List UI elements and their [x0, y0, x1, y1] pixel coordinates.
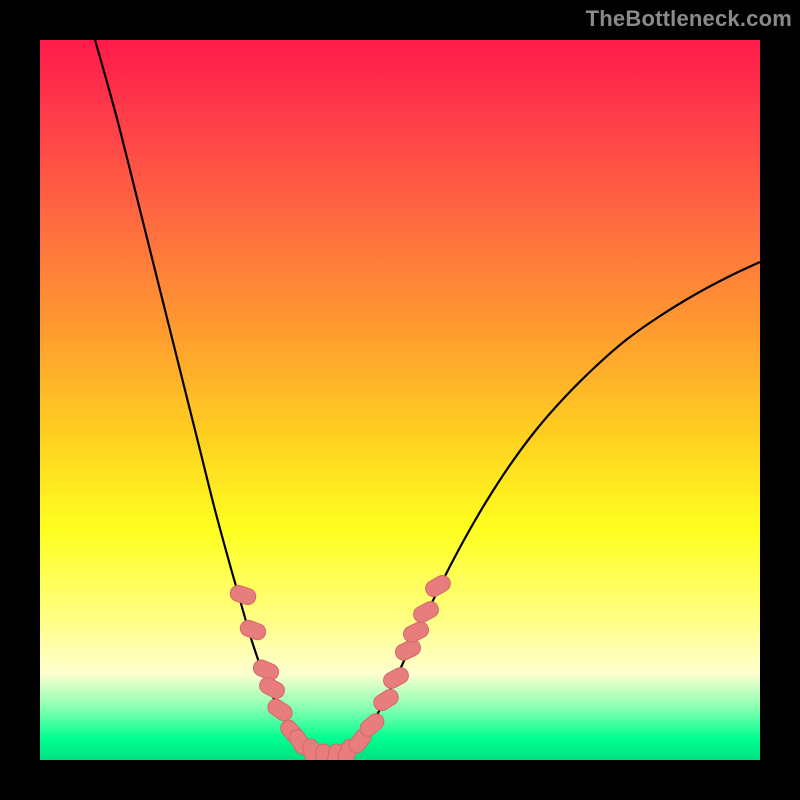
curve-marker	[257, 675, 287, 701]
curve-marker	[371, 686, 402, 713]
curve-marker	[238, 618, 268, 642]
curve-marker	[401, 619, 431, 645]
curve-layer	[40, 40, 760, 760]
curve-marker	[423, 573, 454, 600]
curve-marker	[265, 696, 296, 724]
plot-area	[40, 40, 760, 760]
marker-group	[228, 573, 453, 760]
curve-marker	[228, 583, 258, 606]
curve-marker	[411, 599, 441, 625]
bottleneck-curve	[95, 40, 760, 760]
chart-frame: TheBottleneck.com	[0, 0, 800, 800]
watermark-text: TheBottleneck.com	[586, 6, 792, 32]
curve-marker	[381, 665, 411, 691]
